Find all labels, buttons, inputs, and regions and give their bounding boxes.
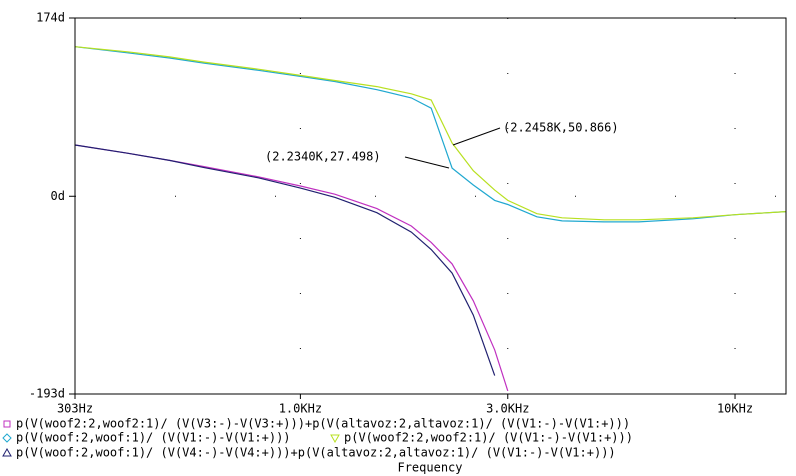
x-tick-label: 1.0KHz	[279, 402, 322, 416]
x-axis-label: Frequency	[397, 461, 462, 475]
y-tick-label: 174d	[36, 11, 65, 25]
legend-label: p(V(woof:2,woof:1)/ (V(V1:-)-V(V1:+)))	[16, 431, 291, 445]
legend-label: p(V(woof:2,woof:1)/ (V(V4:-)-V(V4:+)))+p…	[16, 446, 616, 460]
series-line	[75, 46, 786, 223]
legend-symbol	[3, 420, 11, 428]
x-tick-label: 3.0KHz	[486, 402, 529, 416]
annotation-leader	[404, 156, 450, 169]
legend-symbol	[2, 447, 12, 457]
annotation: (2.2458K,50.866)	[503, 121, 619, 135]
x-tick-label: 10KHz	[717, 402, 753, 416]
legend-label: p(V(woof2:2,woof2:1)/ (V(V1:-)-V(V1:+)))	[344, 431, 633, 445]
x-tick-label: 303Hz	[57, 402, 93, 416]
legend-symbol	[330, 434, 340, 444]
y-tick-label: 0d	[51, 189, 65, 203]
y-tick-label: -193d	[29, 387, 65, 401]
legend-symbol	[2, 433, 12, 443]
annotation: (2.2340K,27.498)	[265, 150, 381, 164]
overlay: -193d 0d 174d 303Hz 1.0KHz 3.0KHz 10KHz p(V(woo…	[2, 11, 753, 460]
annotation-leader	[452, 127, 501, 146]
plot-area	[75, 46, 786, 392]
series-line	[75, 144, 496, 376]
legend-label: p(V(woof2:2,woof2:1)/ (V(V3:-)-V(V3:+)))…	[16, 417, 630, 431]
plot-frame	[74, 17, 787, 395]
series-line	[75, 46, 786, 221]
